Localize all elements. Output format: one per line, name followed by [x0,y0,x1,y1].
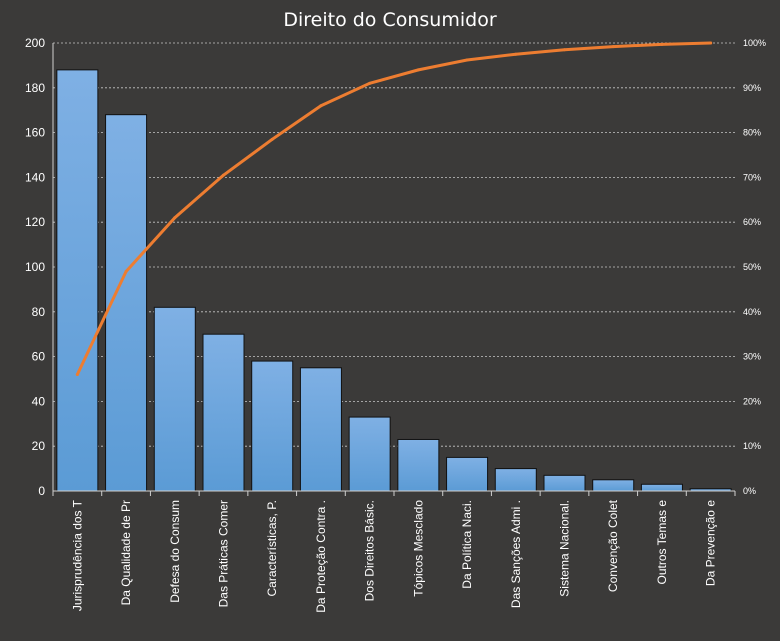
x-tick-label: Das Práticas Comer [217,500,231,607]
bar [153,306,196,492]
x-tick-label: Das Sanções Admi . [509,500,523,608]
cumulative-point [124,269,128,273]
bar [105,114,148,492]
y-tick-label: 200 [25,36,45,50]
y2-tick-label: 40% [743,307,761,317]
cumulative-point [416,68,420,72]
bar [446,456,489,492]
y-tick-label: 40 [32,394,46,408]
y-tick-label: 140 [25,170,45,184]
y2-tick-label: 30% [743,352,761,362]
cumulative-line-layer [75,41,713,377]
x-tick-label: Da Política Naci. [460,500,474,589]
x-tick-label: Defesa do Consum [168,500,182,603]
y-tick-label: 160 [25,126,45,140]
x-tick-label: Da Qualidade de Pr [119,500,133,605]
cumulative-point [368,81,372,85]
bar [592,479,635,492]
cumulative-point [75,373,79,377]
y-tick-label: 100 [25,260,45,274]
cumulative-point [514,52,518,56]
x-tick-label: Sistema Nacional. [558,500,572,597]
y-tick-label: 180 [25,81,45,95]
y-tick-label: 60 [32,350,46,364]
cumulative-point [563,48,566,52]
y2-tick-label: 100% [743,38,766,48]
x-tick-label: Características, P. [265,500,279,596]
y-tick-label: 120 [25,215,45,229]
y2-tick-label: 90% [743,83,761,93]
bar [494,468,537,492]
cumulative-point [611,45,615,49]
y-tick-label: 0 [38,484,45,498]
x-tick-label: Convenção Colet [606,499,620,592]
bar [202,333,245,492]
y-tick-label: 20 [32,439,46,453]
x-tick-label: Jurisprudência dos T [70,499,84,611]
bars [56,69,732,492]
x-tick-label: Da Proteção Contra . [314,500,328,613]
bar [543,474,586,492]
cumulative-percent-line [75,41,713,377]
x-tick-label: Tópicos Mesclado [411,500,425,597]
cumulative-point [709,41,713,45]
bar [299,367,342,492]
cumulative-point [660,42,664,46]
bar [397,438,440,492]
cumulative-point [173,216,177,220]
y2-tick-label: 50% [743,262,761,272]
chart-title: Direito do Consumidor [283,9,496,31]
y-tick-label: 80 [32,305,46,319]
cumulative-point [319,104,323,108]
y2-tick-label: 80% [743,128,761,138]
bar [251,360,294,492]
y2-tick-label: 0% [743,486,756,496]
bar [640,483,683,492]
y2-tick-label: 20% [743,396,761,406]
x-tick-label: Dos Direitos Básic. [363,500,377,601]
cumulative-point [465,58,469,62]
cumulative-point [222,173,225,177]
x-tick-label: Da Prevenção e [704,500,718,586]
y2-tick-label: 70% [743,172,761,182]
bar [56,69,99,492]
y2-tick-label: 60% [743,217,761,227]
bar [348,416,391,492]
axes: 0 20 40 60 80 100 120 140 160 180 200 0% 10% 20% 30% 40… [25,36,766,613]
cumulative-point [270,137,274,141]
x-tick-label: Outros Temas e [655,500,669,585]
y2-tick-label: 10% [743,441,761,451]
